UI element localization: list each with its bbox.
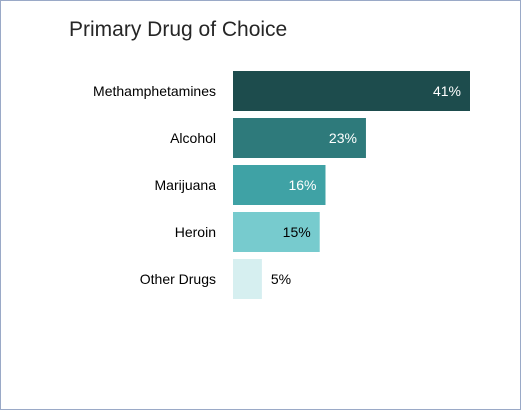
bar-methamphetamines (233, 71, 470, 111)
data-label: 41% (433, 83, 461, 99)
category-label: Marijuana (155, 177, 217, 193)
category-label: Methamphetamines (93, 83, 216, 99)
chart-title: Primary Drug of Choice (69, 18, 288, 41)
bar-alcohol (233, 118, 366, 158)
data-label: 5% (271, 271, 291, 287)
data-label: 16% (288, 177, 316, 193)
category-label: Other Drugs (140, 271, 216, 287)
bar-other-drugs (233, 259, 262, 299)
data-label: 15% (283, 224, 311, 240)
data-label: 23% (329, 130, 357, 146)
bar-heroin (233, 212, 320, 252)
category-label: Alcohol (170, 130, 216, 146)
bar-marijuana (233, 165, 326, 205)
category-label: Heroin (175, 224, 216, 240)
